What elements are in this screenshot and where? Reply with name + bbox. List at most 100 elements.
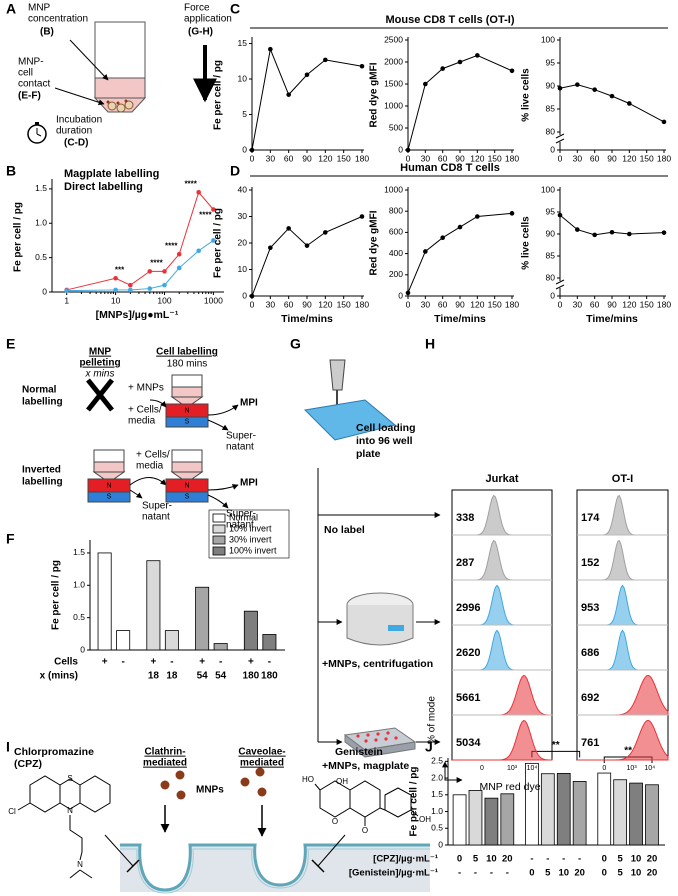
data-point (323, 57, 328, 63)
x-tick-label: 150 (337, 153, 351, 163)
row-value: 5 (545, 868, 551, 879)
y-tick-label: 0 (398, 144, 403, 154)
data-point (457, 224, 463, 230)
y-tick-label: 30 (238, 211, 248, 221)
pathway: Clathrin- (144, 747, 185, 758)
x-tick-label: 30 (421, 153, 431, 163)
drug-name: Genistein (335, 746, 383, 758)
data-point (211, 238, 216, 243)
data-point (575, 82, 580, 87)
y-tick-label: 1.5 (73, 547, 85, 557)
legend-entry: Magplate labelling (64, 168, 159, 180)
y-tick-label: 95 (546, 206, 556, 216)
x-tick-label: 30 (421, 299, 431, 309)
data-point (162, 269, 167, 274)
pathway: mediated (240, 758, 284, 769)
legend-entry: 100% invert (229, 545, 277, 555)
pathway: Caveolae- (238, 747, 285, 758)
x-axis-label: Time/mins (586, 313, 638, 325)
bar (500, 793, 515, 846)
y-tick-label: 5 (242, 109, 247, 119)
panel-letter: I (6, 739, 10, 755)
bar (195, 586, 210, 651)
data-line (251, 47, 363, 151)
reagent: + Cells/ (136, 450, 170, 461)
y-tick-label: 0.5 (431, 823, 443, 833)
diagram-label: MNP (28, 3, 51, 14)
x-tick-label: 1 (64, 295, 69, 305)
data-line (559, 214, 665, 236)
row-value: 5 (473, 854, 479, 865)
bar (572, 781, 587, 846)
y-axis-label: % live cells (521, 68, 532, 122)
diagram-label: (B) (40, 27, 54, 38)
row-value: 54 (197, 671, 209, 682)
mfi-value: 152 (581, 557, 599, 569)
data-point (147, 286, 153, 291)
diagram-label: MNP- (18, 57, 44, 68)
row-label: Cells (54, 657, 78, 668)
y-tick-label: 85 (546, 250, 556, 260)
data-line (407, 54, 513, 151)
data-point (475, 53, 480, 58)
legend-swatch (212, 524, 226, 534)
y-axis-label: % live cells (521, 216, 532, 270)
x-tick-label: 90 (607, 153, 617, 163)
row-value: 20 (647, 868, 658, 879)
y-tick-label: 90 (546, 228, 556, 238)
data-line (559, 84, 665, 123)
bar (262, 634, 277, 651)
mfi-value: 2996 (456, 602, 480, 614)
y-tick-label: 200 (389, 269, 403, 279)
x-tick-label: 90 (302, 153, 312, 163)
y-tick-label: 1.0 (35, 218, 47, 228)
x-tick-label: 10⁴ (644, 765, 655, 772)
x-tick-label: 180 (355, 299, 369, 309)
panel-a-diagram (27, 21, 217, 144)
row-value: 20 (574, 868, 585, 879)
legend-swatch (212, 535, 226, 545)
diagram-label: Incubation (56, 115, 102, 126)
row-value: 10 (631, 868, 642, 879)
x-tick-label: 30 (266, 153, 276, 163)
column-title: Jurkat (485, 473, 518, 485)
x-tick-label: 60 (284, 299, 294, 309)
x-tick-label: 120 (470, 153, 484, 163)
data-point (113, 287, 118, 293)
fraction: natant (226, 442, 254, 453)
row-value: 0 (602, 854, 607, 865)
x-tick-label: 150 (337, 299, 351, 309)
data-point (423, 81, 428, 87)
histogram (577, 719, 669, 761)
mfi-value: 338 (456, 512, 474, 524)
panel-letter: H (425, 336, 435, 352)
y-tick-label: 15 (238, 38, 248, 48)
diagram-label: application (184, 14, 232, 25)
mfi-value: 686 (581, 647, 599, 659)
significance: ** (624, 746, 632, 757)
significance: **** (150, 258, 163, 267)
data-point (440, 235, 445, 240)
row-value: 5 (618, 868, 624, 879)
x-tick-label: 10³ (627, 765, 638, 772)
row-value: 10 (486, 854, 497, 865)
data-line (66, 240, 214, 292)
data-point (627, 231, 632, 237)
data-point (286, 92, 291, 97)
tube-label: S (107, 493, 112, 500)
mfi-value: 287 (456, 557, 474, 569)
legend-swatch (212, 513, 226, 523)
x-tick-label: 10 (111, 295, 121, 305)
diagram-label: contact (18, 79, 50, 90)
y-tick-label: 0 (398, 290, 403, 300)
step-label: Cell loading (356, 422, 416, 434)
row-value: 20 (647, 854, 658, 865)
y-tick-label: 0 (80, 644, 85, 654)
data-point (509, 68, 515, 74)
y-tick-label: 800 (389, 205, 403, 215)
x-tick-label: 0 (558, 299, 563, 309)
legend-swatch (212, 546, 226, 556)
bar (540, 773, 555, 846)
diagram-label: (G-H) (188, 27, 213, 38)
